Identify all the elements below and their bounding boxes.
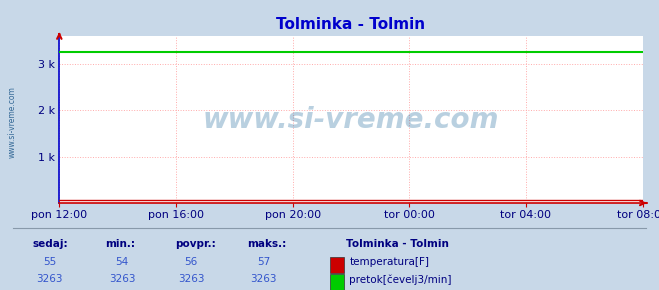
Text: maks.:: maks.:	[247, 239, 287, 249]
Text: 3263: 3263	[250, 274, 277, 284]
Text: min.:: min.:	[105, 239, 136, 249]
Text: povpr.:: povpr.:	[175, 239, 215, 249]
Text: 56: 56	[185, 257, 198, 267]
Text: 3263: 3263	[109, 274, 135, 284]
Text: 55: 55	[43, 257, 56, 267]
Text: temperatura[F]: temperatura[F]	[349, 257, 429, 267]
Text: www.si-vreme.com: www.si-vreme.com	[8, 86, 17, 158]
Title: Tolminka - Tolmin: Tolminka - Tolmin	[276, 17, 426, 32]
Text: 57: 57	[257, 257, 270, 267]
Text: 54: 54	[115, 257, 129, 267]
Text: sedaj:: sedaj:	[33, 239, 69, 249]
Text: pretok[čevelj3/min]: pretok[čevelj3/min]	[349, 274, 452, 284]
Text: www.si-vreme.com: www.si-vreme.com	[203, 106, 499, 134]
Text: 3263: 3263	[36, 274, 63, 284]
Text: Tolminka - Tolmin: Tolminka - Tolmin	[346, 239, 449, 249]
Text: 3263: 3263	[178, 274, 204, 284]
